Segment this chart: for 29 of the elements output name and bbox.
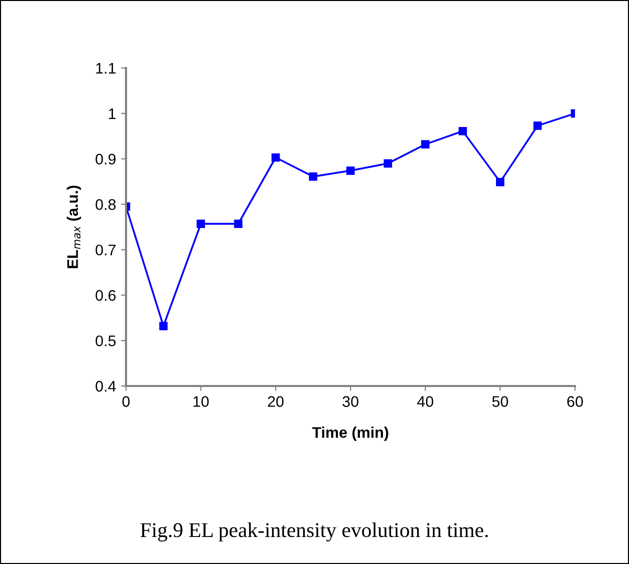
x-tick-label: 0	[122, 396, 130, 407]
x-tick-label: 40	[417, 396, 434, 407]
x-tick-label: 60	[567, 396, 583, 407]
y-tick-label: 1	[108, 108, 116, 119]
caption: Fig.9 EL peak-intensity evolution in time.	[140, 522, 488, 542]
y-tick-label: 0.9	[96, 154, 116, 165]
y-tick-label: 0.8	[96, 199, 116, 210]
y-axis-title: EL$_{max}$ (a.u.)	[66, 186, 82, 268]
point	[308, 172, 318, 181]
y-tick-label: 0.7	[96, 244, 116, 256]
x-axis-title: Time (min)	[312, 426, 388, 441]
x-tick-label: 10	[194, 396, 209, 407]
y-tick-label: 0.6	[96, 290, 116, 301]
point	[384, 159, 392, 168]
point	[159, 322, 168, 330]
point	[196, 220, 205, 228]
point	[533, 122, 542, 130]
point	[421, 140, 430, 148]
point	[346, 166, 355, 175]
x-tick-label: 30	[342, 396, 358, 407]
y-tick-label: 0.4	[96, 380, 116, 392]
point	[234, 220, 242, 228]
point	[496, 178, 504, 186]
y-tick-label: 0.5	[96, 335, 116, 346]
point	[272, 153, 280, 162]
y-tick-label: 1.1	[96, 63, 116, 74]
x-tick-label: 20	[268, 396, 284, 407]
point	[458, 126, 467, 136]
x-tick-label: 50	[492, 396, 508, 407]
